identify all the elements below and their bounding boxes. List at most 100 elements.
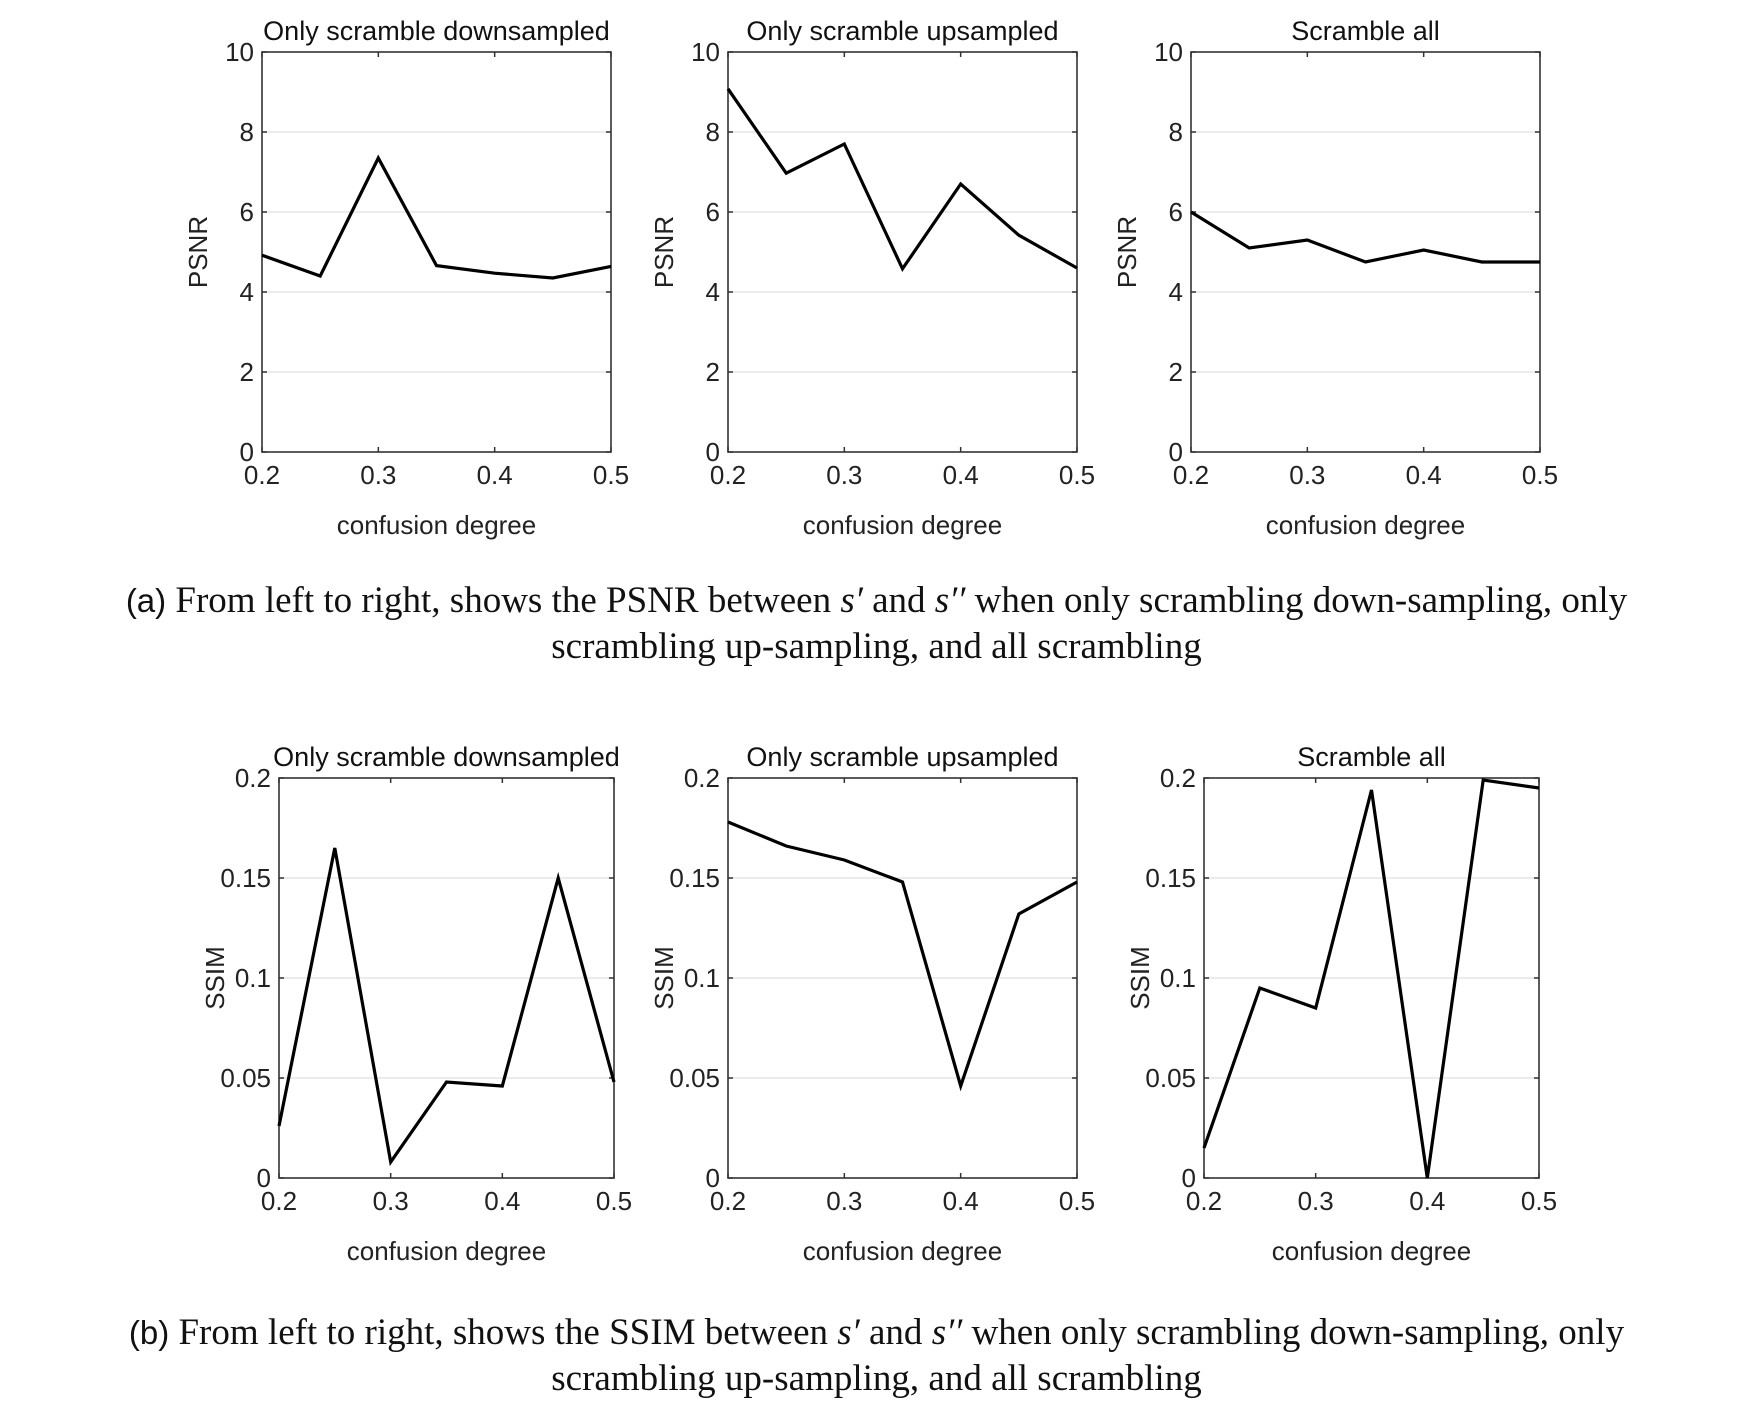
y-axis-label: SSIM bbox=[1125, 946, 1155, 1010]
x-axis-label: confusion degree bbox=[803, 1236, 1002, 1266]
y-tick-label: 4 bbox=[240, 277, 254, 307]
chart-panel-4: 0 0.05 0.1 0.15 0.2 0.2 0.3 0.4 0.5 Only scramble… bbox=[200, 742, 632, 1266]
caption-text: and bbox=[859, 1312, 932, 1353]
y-tick-label: 8 bbox=[240, 117, 254, 147]
x-tick-label: 0.3 bbox=[360, 460, 396, 490]
y-tick-label: 0.05 bbox=[220, 1063, 271, 1093]
chart-title: Scramble all bbox=[1291, 16, 1440, 46]
x-tick-label: 0.3 bbox=[1298, 1186, 1334, 1216]
y-axis-label: PSNR bbox=[649, 216, 679, 288]
x-axis-label: confusion degree bbox=[803, 510, 1002, 540]
y-axis-label: PSNR bbox=[1112, 216, 1142, 288]
y-tick-label: 0.1 bbox=[684, 963, 720, 993]
x-tick-label: 0.5 bbox=[1059, 460, 1095, 490]
series-line bbox=[1202, 778, 1540, 1179]
x-tick-label: 0.2 bbox=[244, 460, 280, 490]
y-axis-label: SSIM bbox=[649, 946, 679, 1010]
y-tick-label: 0.2 bbox=[235, 763, 271, 793]
x-tick-label: 0.5 bbox=[1059, 1186, 1095, 1216]
x-axis-label: confusion degree bbox=[347, 1236, 546, 1266]
y-tick-label: 0 bbox=[706, 437, 720, 467]
caption-text-line2: scrambling up-sampling, and all scrambli… bbox=[551, 626, 1202, 667]
x-tick-label: 0.3 bbox=[826, 1186, 862, 1216]
chart-title: Only scramble upsampled bbox=[746, 16, 1058, 46]
y-tick-label: 0.1 bbox=[1160, 963, 1196, 993]
caption-text: when only scrambling down-sampling, only bbox=[962, 1312, 1625, 1353]
x-tick-label: 0.2 bbox=[1173, 460, 1209, 490]
y-tick-label: 6 bbox=[706, 197, 720, 227]
y-tick-label: 8 bbox=[1169, 117, 1183, 147]
y-tick-label: 0 bbox=[706, 1163, 720, 1193]
chart-panel-5: 0 0.05 0.1 0.15 0.2 0.2 0.3 0.4 0.5 Only scramble… bbox=[649, 742, 1095, 1266]
y-tick-label: 0.15 bbox=[1145, 863, 1196, 893]
x-tick-label: 0.5 bbox=[1522, 460, 1558, 490]
x-tick-label: 0.5 bbox=[593, 460, 629, 490]
y-tick-label: 0 bbox=[240, 437, 254, 467]
symbol-s-prime: s′ bbox=[837, 1312, 860, 1353]
x-axis-label: confusion degree bbox=[337, 510, 536, 540]
y-tick-label: 10 bbox=[1154, 37, 1183, 67]
y-tick-label: 0 bbox=[1182, 1163, 1196, 1193]
caption-text: and bbox=[862, 580, 935, 621]
symbol-s-double-prime: s′′ bbox=[934, 580, 966, 621]
x-tick-label: 0.5 bbox=[596, 1186, 632, 1216]
series-line bbox=[1190, 210, 1540, 264]
x-tick-label: 0.3 bbox=[826, 460, 862, 490]
series-line bbox=[277, 847, 616, 1167]
chart-title: Only scramble downsampled bbox=[273, 742, 620, 772]
symbol-s-prime: s′ bbox=[840, 580, 863, 621]
y-tick-label: 8 bbox=[706, 117, 720, 147]
y-axis-label: PSNR bbox=[183, 216, 213, 288]
caption-tag: (a) bbox=[125, 582, 167, 619]
y-axis-label: SSIM bbox=[200, 946, 230, 1010]
x-tick-label: 0.3 bbox=[373, 1186, 409, 1216]
y-tick-label: 4 bbox=[706, 277, 720, 307]
y-tick-label: 10 bbox=[225, 37, 254, 67]
y-tick-label: 0 bbox=[1169, 437, 1183, 467]
symbol-s-double-prime: s′′ bbox=[931, 1312, 963, 1353]
chart-panel-1: 0 2 4 6 8 10 0.2 0.3 0.4 0.5 Only scramble downsam… bbox=[183, 16, 629, 540]
plot-frame bbox=[727, 51, 1078, 453]
caption-tag: (b) bbox=[128, 1314, 170, 1351]
y-tick-label: 2 bbox=[1169, 357, 1183, 387]
x-tick-label: 0.4 bbox=[943, 1186, 979, 1216]
x-tick-label: 0.2 bbox=[710, 1186, 746, 1216]
chart-title: Only scramble upsampled bbox=[746, 742, 1058, 772]
caption-text: From left to right, shows the SSIM betwe… bbox=[169, 1312, 838, 1353]
y-tick-label: 0.15 bbox=[220, 863, 271, 893]
x-tick-label: 0.5 bbox=[1521, 1186, 1557, 1216]
caption-text: From left to right, shows the PSNR betwe… bbox=[166, 580, 841, 621]
caption-b: (b) From left to right, shows the SSIM b… bbox=[0, 1310, 1753, 1402]
y-tick-label: 6 bbox=[1169, 197, 1183, 227]
x-axis-label: confusion degree bbox=[1272, 1236, 1471, 1266]
chart-panel-3: 0 2 4 6 8 10 0.2 0.3 0.4 0.5 Scramble all confusion… bbox=[1112, 16, 1558, 540]
x-tick-label: 0.3 bbox=[1289, 460, 1325, 490]
x-tick-label: 0.4 bbox=[1406, 460, 1442, 490]
caption-a: (a) From left to right, shows the PSNR b… bbox=[0, 578, 1753, 670]
x-tick-label: 0.2 bbox=[1186, 1186, 1222, 1216]
chart-panel-6: 0 0.05 0.1 0.15 0.2 0.2 0.3 0.4 0.5 Scramble all c… bbox=[1125, 742, 1557, 1266]
chart-title: Only scramble downsampled bbox=[263, 16, 610, 46]
x-tick-label: 0.4 bbox=[484, 1186, 520, 1216]
y-tick-label: 0.1 bbox=[235, 963, 271, 993]
y-tick-label: 2 bbox=[706, 357, 720, 387]
series-line bbox=[726, 87, 1078, 273]
plot-frame bbox=[261, 51, 612, 453]
series-line bbox=[727, 820, 1078, 1092]
y-tick-label: 0 bbox=[257, 1163, 271, 1193]
caption-text: when only scrambling down-sampling, only bbox=[965, 580, 1628, 621]
y-tick-label: 10 bbox=[691, 37, 720, 67]
caption-text-line2: scrambling up-sampling, and all scrambli… bbox=[551, 1358, 1202, 1399]
y-tick-label: 2 bbox=[240, 357, 254, 387]
y-tick-label: 6 bbox=[240, 197, 254, 227]
chart-title: Scramble all bbox=[1297, 742, 1446, 772]
x-axis-label: confusion degree bbox=[1266, 510, 1465, 540]
chart-panel-2: 0 2 4 6 8 10 0.2 0.3 0.4 0.5 Only scramble upsampl… bbox=[649, 16, 1095, 540]
y-tick-label: 0.05 bbox=[669, 1063, 720, 1093]
series-line bbox=[261, 154, 612, 280]
y-tick-label: 0.05 bbox=[1145, 1063, 1196, 1093]
plot-frame bbox=[1190, 51, 1541, 453]
x-tick-label: 0.4 bbox=[477, 460, 513, 490]
y-tick-label: 4 bbox=[1169, 277, 1183, 307]
